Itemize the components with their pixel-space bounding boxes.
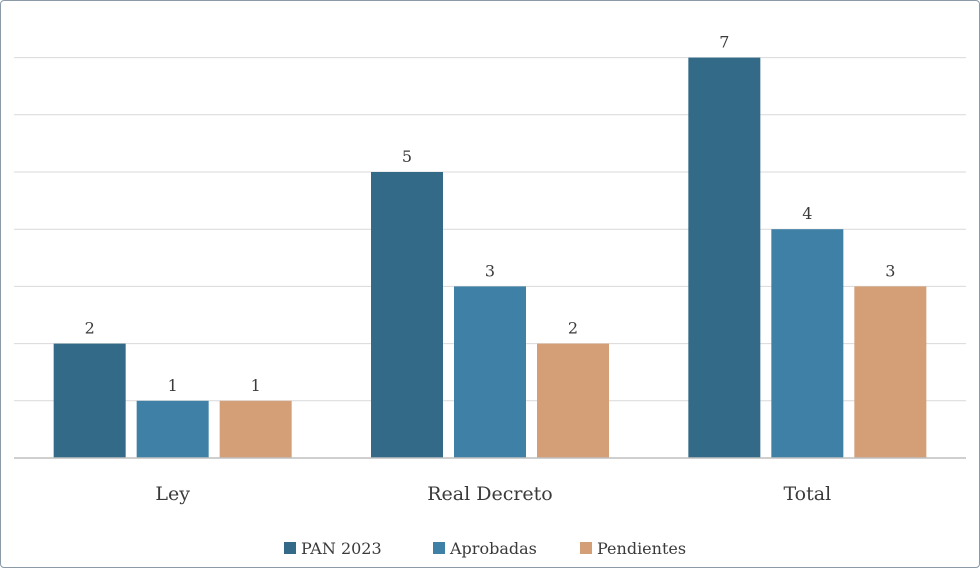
data-label: 1 [168,376,178,395]
data-label: 2 [85,319,95,338]
legend-label-pendientes: Pendientes [597,539,686,558]
bar-pendientes-real-decreto [537,343,609,458]
bar-pan-2023-total [688,57,761,458]
bar-pendientes-total [854,286,927,458]
x-tick-label: Ley [155,483,190,505]
bar-pan-2023-real-decreto [371,172,443,458]
bar-pendientes-ley [219,400,292,458]
data-label: 3 [485,261,495,280]
bar-aprobadas-total [771,229,844,458]
data-label: 3 [885,261,895,280]
bar-aprobadas-real-decreto [454,286,526,458]
legend-swatch-pan-2023 [284,542,296,554]
legend-swatch-aprobadas [433,542,445,554]
data-label: 5 [402,147,412,166]
bar-aprobadas-ley [136,400,209,458]
data-label: 2 [568,319,578,338]
x-tick-label: Total [783,483,831,505]
data-label: 1 [251,376,261,395]
legend-swatch-pendientes [580,542,592,554]
bar-pan-2023-ley [53,343,126,458]
legend-label-pan-2023: PAN 2023 [301,539,382,558]
x-tick-label: Real Decreto [427,483,553,505]
legend-label-aprobadas: Aprobadas [449,539,537,558]
data-label: 7 [719,33,729,52]
data-label: 4 [802,204,812,223]
